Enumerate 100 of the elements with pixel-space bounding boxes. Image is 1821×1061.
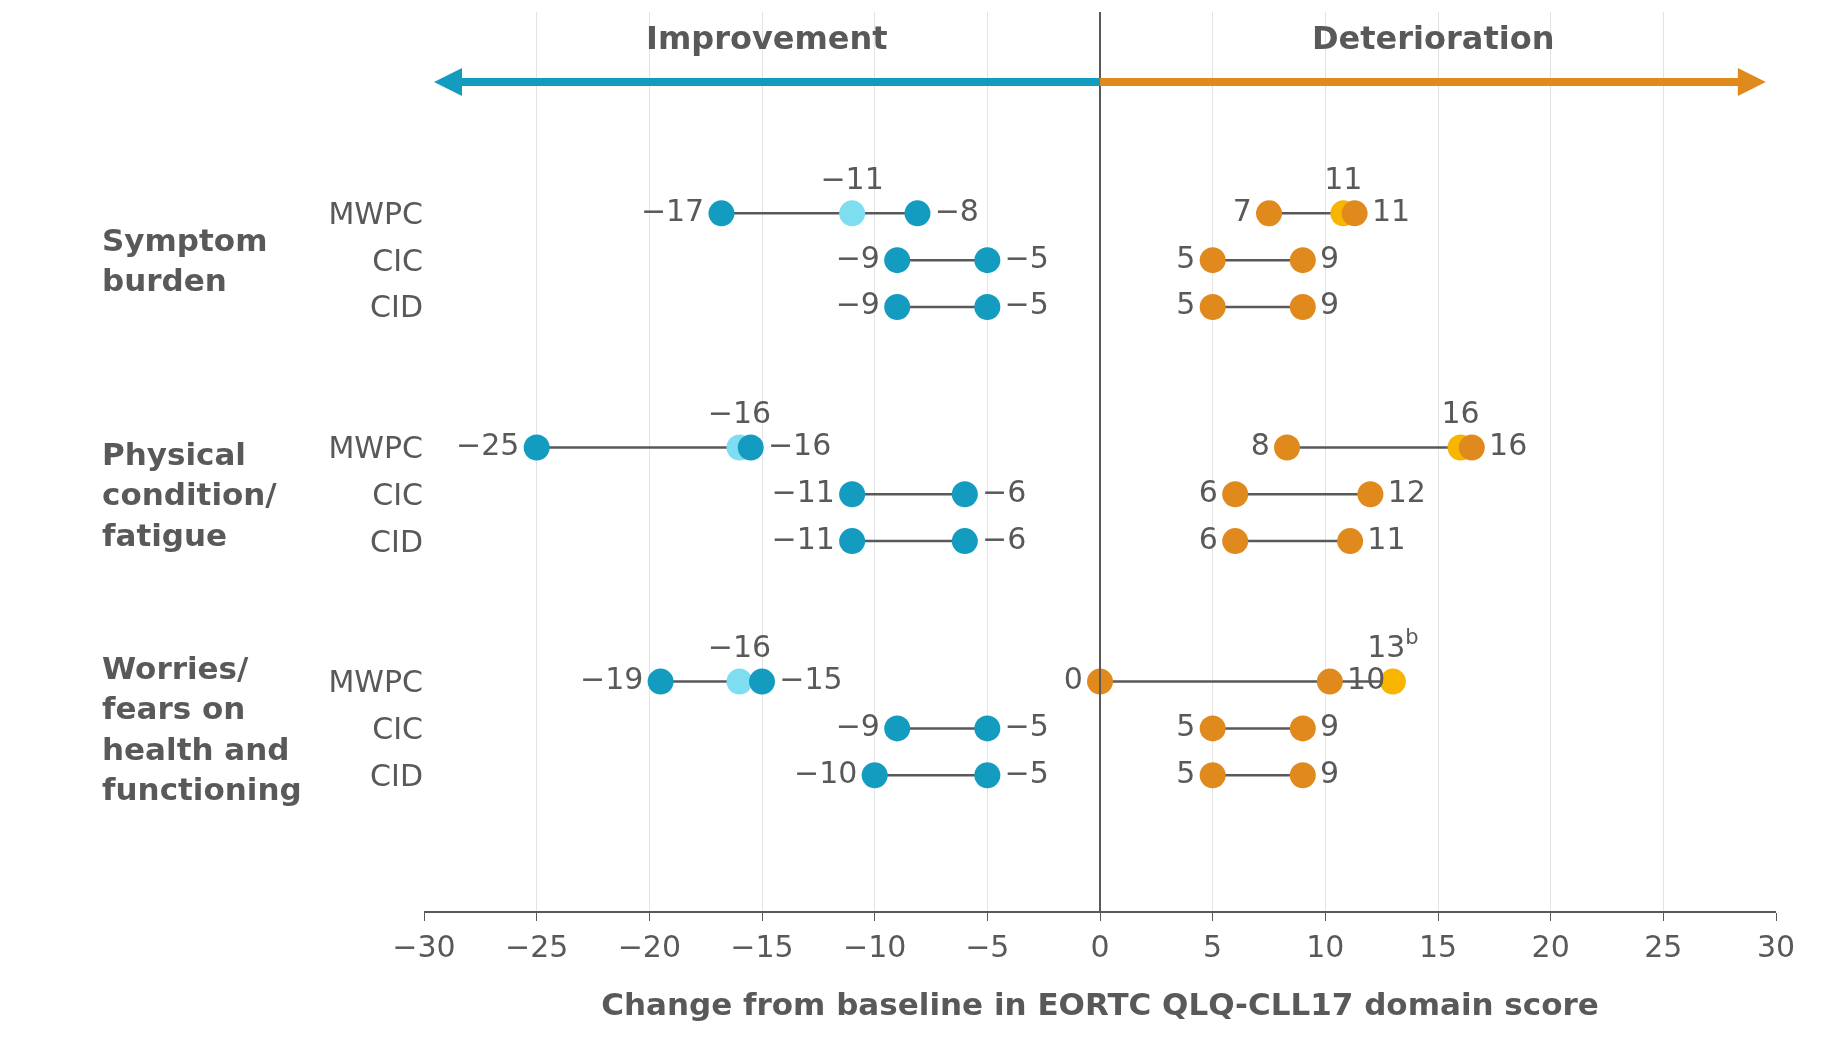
data-label: −11 bbox=[771, 520, 835, 556]
data-label: 0 bbox=[1063, 661, 1083, 697]
data-label: −9 bbox=[835, 707, 880, 743]
data-label: −15 bbox=[779, 661, 843, 697]
point bbox=[647, 668, 674, 695]
point bbox=[1289, 247, 1316, 274]
x-tick-label: −25 bbox=[505, 929, 569, 964]
data-label: −17 bbox=[640, 192, 705, 228]
x-tick-label: −30 bbox=[392, 929, 456, 964]
data-label: 9 bbox=[1320, 239, 1340, 275]
data-label: 9 bbox=[1320, 707, 1340, 743]
point bbox=[861, 762, 888, 789]
y-tick-label: CID bbox=[370, 757, 423, 793]
point bbox=[974, 762, 1001, 789]
data-label: 5 bbox=[1176, 239, 1196, 275]
point bbox=[1256, 200, 1282, 227]
data-label: −5 bbox=[1004, 239, 1049, 275]
x-tick-label: 30 bbox=[1756, 929, 1796, 964]
y-tick-label: CIC bbox=[372, 476, 423, 512]
x-tick-label: 5 bbox=[1203, 929, 1223, 964]
text: Physical condition/ fatigue bbox=[102, 436, 278, 553]
point bbox=[749, 668, 775, 695]
data-label: −10 bbox=[794, 754, 858, 790]
y-tick-label: CID bbox=[370, 523, 423, 559]
data-label: −6 bbox=[982, 520, 1027, 556]
text: Symptom burden bbox=[102, 222, 268, 299]
data-label: 9 bbox=[1320, 754, 1340, 790]
data-label: −9 bbox=[835, 286, 880, 322]
point bbox=[523, 434, 550, 461]
point bbox=[1337, 528, 1364, 555]
data-label: 9 bbox=[1320, 286, 1340, 322]
point bbox=[1199, 247, 1226, 274]
data-label: 16 bbox=[1489, 426, 1528, 462]
x-tick-label: −15 bbox=[730, 929, 794, 964]
point bbox=[884, 715, 911, 742]
data-label: 5 bbox=[1176, 754, 1196, 790]
y-tick-label: MWPC bbox=[328, 429, 423, 465]
point bbox=[1316, 668, 1343, 695]
data-label: −11 bbox=[771, 473, 835, 509]
point bbox=[951, 481, 978, 508]
data-label: −9 bbox=[835, 239, 880, 275]
point bbox=[708, 200, 735, 227]
x-tick-label: −20 bbox=[617, 929, 681, 964]
data-label: 5 bbox=[1176, 707, 1196, 743]
data-label: 7 bbox=[1232, 192, 1252, 228]
point bbox=[839, 200, 866, 227]
data-label: 8 bbox=[1250, 426, 1270, 462]
point bbox=[726, 668, 753, 695]
x-tick-label: 25 bbox=[1644, 929, 1683, 964]
data-label: 12 bbox=[1387, 473, 1426, 509]
data-label: −19 bbox=[580, 661, 644, 697]
text: Improvement bbox=[646, 19, 888, 57]
data-label: 6 bbox=[1198, 520, 1218, 556]
point bbox=[1199, 715, 1226, 742]
y-tick-label: MWPC bbox=[328, 195, 423, 231]
data-label: 5 bbox=[1176, 286, 1196, 322]
point bbox=[1289, 762, 1316, 789]
point bbox=[839, 528, 866, 555]
y-tick-label: MWPC bbox=[328, 664, 423, 700]
data-label: 13$^{b}$ bbox=[1367, 625, 1419, 664]
data-label: −11 bbox=[820, 160, 884, 196]
point bbox=[904, 200, 931, 227]
data-label: 11 bbox=[1371, 192, 1411, 228]
data-label: 11 bbox=[1367, 520, 1406, 556]
point bbox=[1274, 434, 1301, 461]
data-label: −25 bbox=[456, 426, 520, 462]
point bbox=[884, 247, 911, 274]
data-label: 11 bbox=[1324, 160, 1363, 196]
point bbox=[1222, 481, 1249, 508]
y-tick-label: CID bbox=[370, 289, 423, 325]
x-tick-label: 10 bbox=[1306, 929, 1345, 964]
data-label: −5 bbox=[1004, 286, 1049, 322]
point bbox=[1289, 715, 1316, 742]
point bbox=[1458, 434, 1485, 461]
point bbox=[1199, 293, 1226, 320]
point bbox=[1341, 200, 1368, 227]
y-tick-label: CIC bbox=[372, 710, 423, 746]
x-tick-label: 15 bbox=[1418, 929, 1458, 964]
point bbox=[1222, 528, 1249, 555]
y-tick-label: CIC bbox=[372, 242, 423, 278]
point bbox=[1357, 481, 1384, 508]
point bbox=[974, 247, 1001, 274]
point bbox=[884, 293, 911, 320]
point bbox=[1289, 293, 1316, 320]
data-label: −5 bbox=[1004, 754, 1049, 790]
text: Worries/ fears on health and functioning bbox=[102, 650, 302, 807]
x-tick-label: −10 bbox=[843, 929, 907, 964]
point bbox=[737, 434, 764, 461]
data-label: −16 bbox=[707, 628, 772, 664]
data-label: 16 bbox=[1441, 394, 1480, 430]
data-label: −6 bbox=[982, 473, 1027, 509]
x-axis-title: Change from baseline in EORTC QLQ-CLL17 domain score bbox=[601, 985, 1599, 1022]
data-label: 6 bbox=[1198, 473, 1218, 509]
text: Deterioration bbox=[1312, 19, 1555, 57]
point bbox=[1199, 762, 1226, 789]
x-tick-label: 0 bbox=[1090, 929, 1110, 964]
data-label: −8 bbox=[934, 192, 979, 228]
x-tick-label: −5 bbox=[965, 929, 1010, 964]
point bbox=[951, 528, 978, 555]
point bbox=[974, 293, 1001, 320]
